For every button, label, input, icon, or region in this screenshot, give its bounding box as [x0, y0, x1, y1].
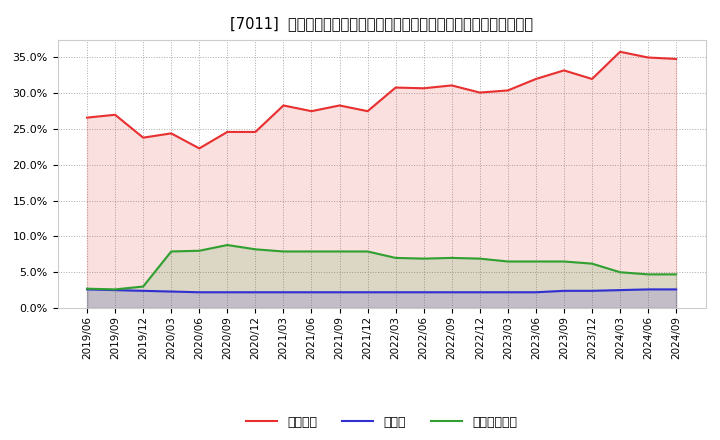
繰延税金資産	[336, 249, 344, 254]
のれん	[279, 290, 288, 295]
自己資本	[251, 129, 260, 135]
のれん	[391, 290, 400, 295]
のれん	[195, 290, 204, 295]
自己資本	[167, 131, 176, 136]
繰延税金資産	[588, 261, 596, 266]
自己資本	[195, 146, 204, 151]
のれん	[475, 290, 484, 295]
繰延税金資産	[223, 242, 232, 248]
自己資本	[447, 83, 456, 88]
のれん	[167, 289, 176, 294]
繰延税金資産	[616, 270, 624, 275]
のれん	[644, 287, 652, 292]
のれん	[447, 290, 456, 295]
のれん	[139, 288, 148, 293]
繰延税金資産	[531, 259, 540, 264]
自己資本	[588, 76, 596, 81]
繰延税金資産	[251, 247, 260, 252]
のれん	[83, 287, 91, 292]
Title: [7011]  自己資本、のれん、繰延税金資産の総資産に対する比率の推移: [7011] 自己資本、のれん、繰延税金資産の総資産に対する比率の推移	[230, 16, 533, 32]
繰延税金資産	[447, 255, 456, 260]
Legend: 自己資本, のれん, 繰延税金資産: 自己資本, のれん, 繰延税金資産	[246, 416, 517, 429]
自己資本	[391, 85, 400, 90]
のれん	[559, 288, 568, 293]
繰延税金資産	[307, 249, 316, 254]
自己資本	[644, 55, 652, 60]
のれん	[672, 287, 680, 292]
繰延税金資産	[503, 259, 512, 264]
自己資本	[336, 103, 344, 108]
のれん	[503, 290, 512, 295]
繰延税金資産	[83, 286, 91, 291]
自己資本	[83, 115, 91, 120]
自己資本	[672, 56, 680, 62]
自己資本	[364, 109, 372, 114]
自己資本	[307, 109, 316, 114]
繰延税金資産	[475, 256, 484, 261]
のれん	[364, 290, 372, 295]
自己資本	[475, 90, 484, 95]
繰延税金資産	[279, 249, 288, 254]
Line: 自己資本: 自己資本	[87, 52, 676, 148]
のれん	[616, 287, 624, 293]
繰延税金資産	[139, 284, 148, 289]
自己資本	[559, 68, 568, 73]
自己資本	[223, 129, 232, 135]
自己資本	[616, 49, 624, 55]
繰延税金資産	[391, 255, 400, 260]
のれん	[419, 290, 428, 295]
のれん	[223, 290, 232, 295]
繰延税金資産	[111, 287, 120, 292]
のれん	[531, 290, 540, 295]
のれん	[336, 290, 344, 295]
繰延税金資産	[644, 272, 652, 277]
繰延税金資産	[364, 249, 372, 254]
自己資本	[139, 135, 148, 140]
のれん	[588, 288, 596, 293]
繰延税金資産	[672, 272, 680, 277]
のれん	[111, 287, 120, 293]
自己資本	[531, 76, 540, 81]
Line: 繰延税金資産: 繰延税金資産	[87, 245, 676, 290]
繰延税金資産	[195, 248, 204, 253]
繰延税金資産	[559, 259, 568, 264]
自己資本	[279, 103, 288, 108]
のれん	[307, 290, 316, 295]
繰延税金資産	[167, 249, 176, 254]
自己資本	[111, 112, 120, 117]
自己資本	[419, 86, 428, 91]
Line: のれん: のれん	[87, 290, 676, 292]
のれん	[251, 290, 260, 295]
自己資本	[503, 88, 512, 93]
繰延税金資産	[419, 256, 428, 261]
